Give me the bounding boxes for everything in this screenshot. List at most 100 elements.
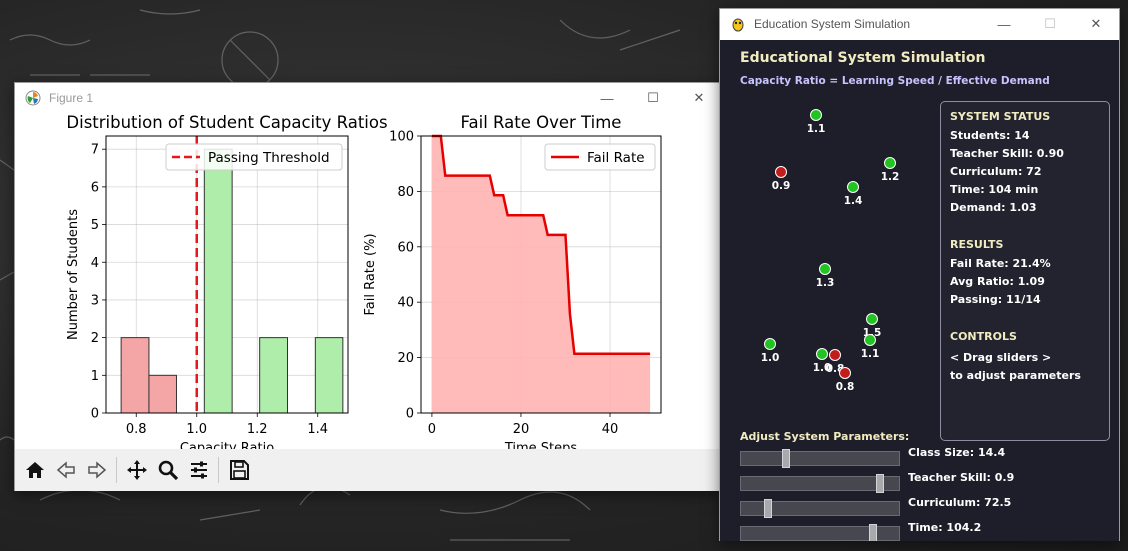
- minimize-button[interactable]: —: [981, 9, 1027, 39]
- failrate-ytick-label: 40: [397, 296, 414, 311]
- failrate-legend-label: Fail Rate: [587, 150, 645, 166]
- histogram-title: Distribution of Student Capacity Ratios: [66, 113, 387, 132]
- slider-handle[interactable]: [869, 524, 877, 541]
- simulation-window-title: Education System Simulation: [754, 17, 911, 31]
- student-ratio-label: 1.0: [812, 362, 832, 374]
- configure-subplots-icon: [190, 461, 207, 479]
- student-ratio-label: 1.1: [860, 348, 880, 360]
- figure-window: Figure 1 — ☐ ✕ 0 1 2 3 4 5 6 7 0.8 1.0 1.2 1.4 Distr…: [14, 82, 724, 491]
- slider-handle[interactable]: [876, 474, 884, 493]
- time-slider[interactable]: [740, 524, 900, 541]
- home-icon: [25, 462, 44, 478]
- back-button[interactable]: [50, 454, 81, 486]
- close-button[interactable]: ✕: [1073, 9, 1119, 39]
- toolbar-separator: [218, 457, 219, 483]
- time-value: Time: 104 min: [950, 183, 1039, 196]
- failrate-ytick-label: 0: [406, 407, 414, 422]
- student-ratio-label: 0.8: [835, 381, 855, 393]
- slider-handle[interactable]: [764, 499, 772, 518]
- histogram-ytick-label: 5: [91, 218, 99, 233]
- histogram-bar: [120, 337, 150, 414]
- simulation-window: Education System Simulation — ☐ ✕ Educat…: [719, 8, 1120, 541]
- figure-canvas[interactable]: 0 1 2 3 4 5 6 7 0.8 1.0 1.2 1.4 Distribution of Stud…: [15, 113, 724, 449]
- failrate-xtick-label: 20: [513, 422, 530, 437]
- histogram-xlabel: Capacity Ratio: [180, 441, 274, 449]
- pan-icon: [126, 460, 147, 480]
- student-ratio-label: 1.2: [880, 171, 900, 183]
- simulation-subtitle: Capacity Ratio = Learning Speed / Effect…: [740, 75, 1050, 87]
- failrate-xtick-label: 0: [428, 422, 436, 437]
- failrate-ytick-label: 60: [397, 240, 414, 255]
- histogram-ytick-label: 0: [91, 407, 99, 422]
- figure-titlebar[interactable]: Figure 1 — ☐ ✕: [15, 83, 722, 113]
- close-button[interactable]: ✕: [676, 83, 722, 113]
- histogram-ytick-label: 3: [91, 293, 99, 308]
- failrate-ytick-label: 80: [397, 185, 414, 200]
- zoom-button[interactable]: [152, 454, 183, 486]
- class-size-label: Class Size: 14.4: [908, 446, 1006, 459]
- failrate-area-fill: [431, 136, 651, 413]
- histogram-xtick-label: 1.0: [186, 422, 207, 437]
- maximize-button[interactable]: ☐: [630, 83, 676, 113]
- navigation-toolbar: [15, 449, 724, 491]
- maximize-button[interactable]: ☐: [1027, 9, 1073, 39]
- passing-value: Passing: 11/14: [950, 293, 1041, 306]
- student-dot: [847, 181, 859, 193]
- zoom-icon: [158, 460, 178, 481]
- simulation-heading: Educational System Simulation: [740, 50, 986, 66]
- forward-icon: [87, 461, 106, 479]
- histogram-legend-label: Passing Threshold: [208, 150, 330, 166]
- minimize-button[interactable]: —: [584, 83, 630, 113]
- histogram-legend-box: [165, 143, 343, 171]
- student-dot: [816, 348, 828, 360]
- student-dot: [829, 349, 841, 361]
- histogram-ytick-label: 1: [91, 369, 99, 384]
- matplotlib-logo-icon: [25, 90, 41, 106]
- pygame-logo-icon: [732, 18, 744, 32]
- simulation-titlebar[interactable]: Education System Simulation — ☐ ✕: [720, 9, 1119, 39]
- student-ratio-label: 0.9: [771, 180, 791, 192]
- histogram-bar: [203, 148, 233, 414]
- student-dot: [864, 334, 876, 346]
- student-dot: [866, 313, 878, 325]
- parameters-heading: Adjust System Parameters:: [740, 430, 910, 443]
- teacher-skill-value: Teacher Skill: 0.90: [950, 147, 1064, 160]
- failrate-legend-box: [544, 143, 656, 171]
- close-icon: ✕: [693, 90, 705, 105]
- student-dot: [810, 109, 822, 121]
- failrate-xlabel: Time Steps: [504, 441, 578, 449]
- minimize-icon: —: [997, 16, 1011, 32]
- student-dot: [884, 157, 896, 169]
- avg-ratio-value: Avg Ratio: 1.09: [950, 275, 1045, 288]
- failrate-ytick-label: 20: [397, 351, 414, 366]
- pan-button[interactable]: [121, 454, 152, 486]
- failrate-axes-frame: [420, 135, 662, 414]
- configure-subplots-button[interactable]: [183, 454, 214, 486]
- home-button[interactable]: [19, 454, 50, 486]
- failrate-ytick-label: 100: [389, 130, 414, 145]
- controls-hint-line-1: < Drag sliders >: [950, 351, 1052, 364]
- student-ratio-label: 1.0: [760, 352, 780, 364]
- teacher-skill-slider[interactable]: [740, 474, 900, 493]
- class-size-slider[interactable]: [740, 449, 900, 468]
- minimize-icon: —: [600, 90, 614, 106]
- maximize-icon: ☐: [1044, 16, 1056, 31]
- histogram-ylabel: Number of Students: [66, 209, 81, 340]
- histogram-ytick-label: 4: [91, 256, 99, 271]
- forward-button[interactable]: [81, 454, 112, 486]
- histogram-ytick-label: 6: [91, 180, 99, 195]
- histogram-bar: [314, 337, 344, 414]
- save-button[interactable]: [223, 454, 254, 486]
- slider-handle[interactable]: [782, 449, 790, 468]
- failrate-ylabel: Fail Rate (%): [363, 233, 378, 315]
- demand-value: Demand: 1.03: [950, 201, 1037, 214]
- fail-rate-value: Fail Rate: 21.4%: [950, 257, 1051, 270]
- histogram-bar: [148, 374, 177, 414]
- teacher-skill-label: Teacher Skill: 0.9: [908, 471, 1015, 484]
- figure-title: Figure 1: [49, 91, 94, 105]
- status-panel: SYSTEM STATUS Students: 14 Teacher Skill…: [940, 101, 1110, 441]
- failrate-line: [431, 134, 651, 355]
- curriculum-slider[interactable]: [740, 499, 900, 518]
- controls-heading: CONTROLS: [950, 330, 1017, 343]
- student-ratio-label: 1.3: [815, 277, 835, 289]
